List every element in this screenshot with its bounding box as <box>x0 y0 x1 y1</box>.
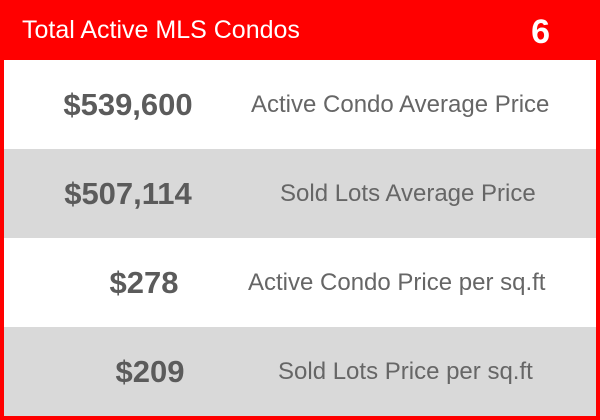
stat-row-sold-sqft: $209 Sold Lots Price per sq.ft <box>4 327 596 416</box>
active-condos-count: 6 <box>531 13 550 51</box>
stat-value: $278 <box>109 264 179 300</box>
stats-rows: $539,600 Active Condo Average Price $507… <box>4 60 596 416</box>
stat-value: $507,114 <box>64 175 192 211</box>
stat-row-active-sqft: $278 Active Condo Price per sq.ft <box>4 238 596 327</box>
stat-label: Sold Lots Average Price <box>280 179 536 207</box>
stat-row-active-average: $539,600 Active Condo Average Price <box>4 60 596 149</box>
card-header: Total Active MLS Condos 6 <box>0 0 600 60</box>
stat-label: Active Condo Average Price <box>251 90 550 118</box>
stat-value: $539,600 <box>63 86 193 122</box>
stat-row-sold-average: $507,114 Sold Lots Average Price <box>4 149 596 238</box>
header-title: Total Active MLS Condos <box>22 16 300 44</box>
bottom-border <box>0 416 600 420</box>
stat-value: $209 <box>115 353 185 389</box>
stat-label: Active Condo Price per sq.ft <box>248 268 546 296</box>
stat-label: Sold Lots Price per sq.ft <box>278 357 533 385</box>
